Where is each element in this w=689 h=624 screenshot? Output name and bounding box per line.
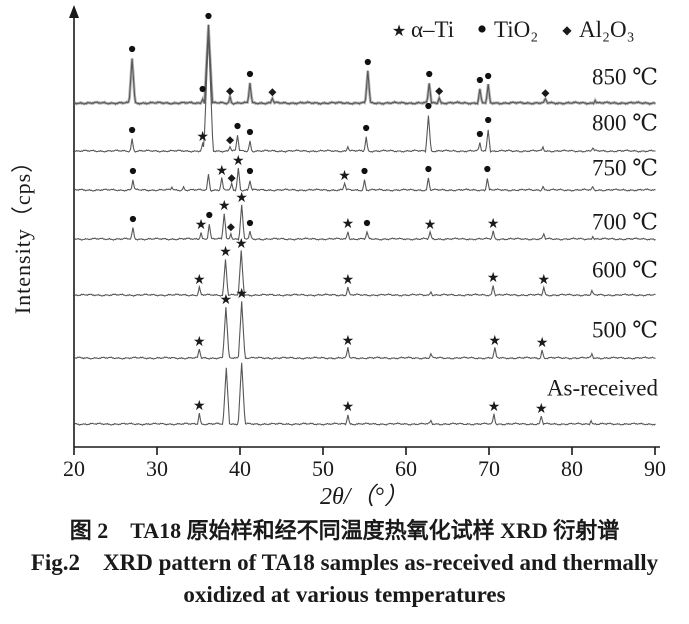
tio2-dot-marker bbox=[426, 70, 433, 78]
tio2-dot-marker bbox=[476, 130, 483, 138]
series-label: 750 ℃ bbox=[592, 156, 658, 181]
alpha-ti-star-marker: ★ bbox=[536, 336, 549, 351]
tio2-dot-marker bbox=[485, 116, 492, 124]
tio2-dot-marker bbox=[246, 219, 254, 227]
alpha-ti-star-marker: ★ bbox=[487, 271, 500, 286]
tio2-dot-marker bbox=[485, 72, 492, 80]
tio2-dot-marker bbox=[205, 12, 212, 20]
al2o3-diamond-marker: ◆ bbox=[268, 87, 277, 98]
alpha-ti-star-marker: ★ bbox=[220, 293, 233, 308]
series-label: As-received bbox=[547, 376, 659, 401]
legend-dot-icon bbox=[478, 25, 486, 33]
x-tick-label: 60 bbox=[395, 456, 417, 481]
alpha-ti-star-marker: ★ bbox=[218, 199, 231, 214]
tio2-dot-marker bbox=[361, 167, 368, 175]
alpha-ti-star-marker: ★ bbox=[193, 399, 206, 414]
tio2-dot-marker bbox=[129, 167, 137, 175]
trace-6 bbox=[74, 362, 656, 426]
alpha-ti-star-marker: ★ bbox=[232, 154, 245, 169]
x-tick-label: 70 bbox=[478, 456, 500, 481]
alpha-ti-star-marker: ★ bbox=[193, 273, 206, 288]
alpha-ti-star-marker: ★ bbox=[196, 130, 209, 145]
tio2-dot-marker bbox=[363, 219, 371, 227]
xrd-chart: 20 30 40 50 60 70 80 90 2θ/（°） Intensity（cps） ◆ ◆ ◆ ◆… bbox=[10, 5, 666, 510]
alpha-ti-star-marker: ★ bbox=[342, 273, 355, 288]
legend-label: Al₂O₃ bbox=[579, 17, 635, 42]
alpha-ti-star-marker: ★ bbox=[535, 402, 548, 417]
al2o3-diamond-marker: ◆ bbox=[435, 86, 444, 97]
alpha-ti-star-marker: ★ bbox=[488, 400, 501, 415]
trace-1 bbox=[74, 30, 656, 154]
legend-diamond-icon: ◆ bbox=[562, 23, 572, 37]
tio2-dot-marker bbox=[425, 165, 432, 173]
alpha-ti-star-marker: ★ bbox=[215, 164, 228, 179]
tio2-dot-marker bbox=[199, 85, 206, 93]
y-axis-arrow bbox=[69, 5, 79, 18]
tio2-dot-marker bbox=[484, 165, 491, 173]
al2o3-diamond-marker: ◆ bbox=[226, 86, 235, 97]
trace-3 bbox=[74, 204, 656, 241]
tio2-dot-marker bbox=[425, 102, 432, 110]
x-tick-label: 50 bbox=[312, 456, 334, 481]
x-tick-label: 30 bbox=[146, 456, 168, 481]
x-axis-label: 2θ/（°） bbox=[320, 483, 408, 510]
trace-0 bbox=[74, 24, 656, 105]
series-label: 850 ℃ bbox=[592, 65, 658, 90]
series-label: 700 ℃ bbox=[592, 210, 658, 235]
alpha-ti-star-marker: ★ bbox=[342, 334, 355, 349]
legend-label: α–Ti bbox=[411, 17, 454, 42]
alpha-ti-star-marker: ★ bbox=[235, 237, 248, 252]
x-tick-label: 40 bbox=[229, 456, 251, 481]
alpha-ti-star-marker: ★ bbox=[195, 218, 208, 233]
x-tick-label: 20 bbox=[63, 456, 85, 481]
y-axis-label: Intensity（cps） bbox=[10, 150, 35, 314]
alpha-ti-star-marker: ★ bbox=[489, 334, 502, 349]
alpha-ti-star-marker: ★ bbox=[338, 169, 351, 184]
caption-english: Fig.2 XRD pattern of TA18 samples as-rec… bbox=[30, 550, 659, 575]
tio2-dot-marker bbox=[476, 76, 483, 84]
alpha-ti-star-marker: ★ bbox=[424, 218, 437, 233]
alpha-ti-star-marker: ★ bbox=[219, 245, 232, 260]
x-tick-label: 80 bbox=[561, 456, 583, 481]
series-label: 600 ℃ bbox=[592, 258, 658, 283]
tio2-dot-marker bbox=[246, 167, 254, 175]
al2o3-diamond-marker: ◆ bbox=[541, 88, 550, 99]
alpha-ti-star-marker: ★ bbox=[235, 191, 248, 206]
trace-5 bbox=[74, 301, 656, 360]
series-label: 800 ℃ bbox=[592, 111, 658, 136]
tio2-dot-marker bbox=[246, 128, 254, 136]
figure-caption: 图 2 TA18 原始样和经不同温度热氧化试样 XRD 衍射谱 Fig.2 XR… bbox=[0, 514, 689, 611]
tio2-dot-marker bbox=[206, 211, 213, 219]
trace-2 bbox=[74, 168, 656, 192]
caption-chinese: 图 2 TA18 原始样和经不同温度热氧化试样 XRD 衍射谱 bbox=[69, 518, 620, 543]
caption-english-2: oxidized at various temperatures bbox=[183, 582, 506, 607]
tio2-dot-marker bbox=[234, 122, 241, 130]
trace-4 bbox=[74, 250, 656, 297]
tio2-dot-marker bbox=[129, 215, 137, 223]
tio2-dot-marker bbox=[246, 70, 254, 78]
legend-label: TiO₂ bbox=[494, 17, 538, 42]
tio2-dot-marker bbox=[129, 45, 136, 53]
al2o3-diamond-marker: ◆ bbox=[227, 222, 236, 233]
alpha-ti-star-marker: ★ bbox=[342, 217, 355, 232]
x-tick-label: 90 bbox=[644, 456, 666, 481]
tio2-dot-marker bbox=[129, 126, 136, 134]
al2o3-diamond-marker: ◆ bbox=[228, 173, 237, 184]
alpha-ti-star-marker: ★ bbox=[342, 400, 355, 415]
alpha-ti-star-marker: ★ bbox=[537, 273, 550, 288]
al2o3-diamond-marker: ◆ bbox=[226, 135, 235, 146]
tio2-dot-marker bbox=[364, 58, 371, 66]
series-label: 500 ℃ bbox=[592, 318, 658, 343]
alpha-ti-star-marker: ★ bbox=[193, 335, 206, 350]
alpha-ti-star-marker: ★ bbox=[235, 287, 248, 302]
legend-star-icon: ★ bbox=[392, 23, 406, 40]
alpha-ti-star-marker: ★ bbox=[487, 217, 500, 232]
tio2-dot-marker bbox=[363, 124, 370, 132]
